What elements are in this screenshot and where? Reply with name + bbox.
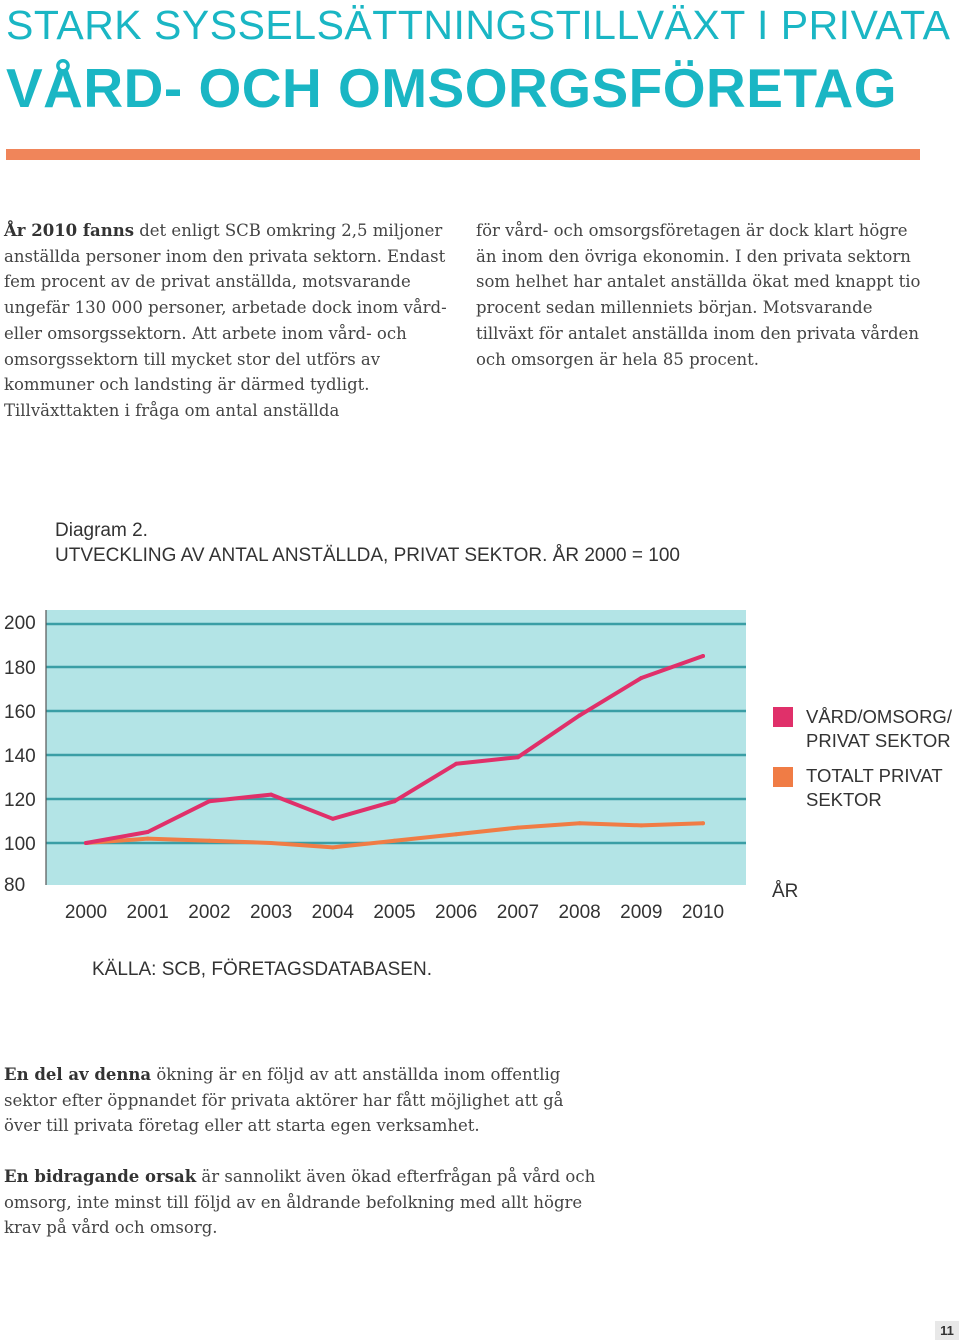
body-p2-text: är sannolikt även ökad efterfrågan på vå… [4,1167,596,1238]
series-point-vard-2000 [84,841,88,845]
series-point-totalt-2001 [145,836,150,841]
title-rule [6,149,920,160]
legend-label-totalt-line1: TOTALT PRIVAT [806,765,943,786]
legend-label-vard-line2: PRIVAT SEKTOR [806,730,951,751]
diagram-source: KÄLLA: SCB, FÖRETAGSDATABASEN. [92,959,432,980]
series-point-totalt-2005 [392,838,397,843]
diagram-title: UTVECKLING AV ANTAL ANSTÄLLDA, PRIVAT SE… [55,545,680,566]
intro-lead: År 2010 fanns [4,221,134,240]
page-title-line2: VÅRD- OCH OMSORGSFÖRETAG [6,57,897,119]
series-point-vard-2004 [330,816,335,821]
legend-label-vard-line1: VÅRD/OMSORG/ [806,706,952,727]
page-number: 11 [935,1321,959,1340]
intro-text-left: det enligt SCB omkring 2,5 miljoner anst… [4,221,447,420]
series-point-vard-2002 [207,799,212,804]
x-tick-label-2010: 2010 [682,902,724,923]
x-axis-unit: ÅR [772,881,799,902]
x-tick-label-2002: 2002 [188,902,230,923]
x-tick-label-2001: 2001 [127,902,169,923]
series-point-vard-2007 [515,755,520,760]
intro-column-left: År 2010 fanns det enligt SCB omkring 2,5… [4,218,448,424]
legend-swatch-totalt [773,767,793,787]
series-point-totalt-2002 [207,838,212,843]
x-tick-label-2009: 2009 [620,902,662,923]
series-point-totalt-2006 [454,832,459,837]
series-point-vard-2009 [639,676,644,680]
y-tick-label-120: 120 [4,790,36,811]
legend-swatch-vard [773,707,793,727]
body-p2-lead: En bidragande orsak [4,1167,197,1186]
y-tick-label-140: 140 [4,746,36,767]
diagram-heading: Diagram 2. UTVECKLING AV ANTAL ANSTÄLLDA… [55,518,680,568]
y-tick-label-100: 100 [4,834,36,855]
series-point-totalt-2009 [639,823,644,828]
x-tick-label-2008: 2008 [558,902,600,923]
page-title-line1: STARK SYSSELSÄTTNINGSTILLVÄXT I PRIVATA [6,2,951,48]
x-tick-label-2007: 2007 [497,902,539,923]
series-point-totalt-2004 [330,845,335,850]
series-point-vard-2003 [269,792,274,797]
body-paragraph-1: En del av denna ökning är en följd av at… [4,1062,604,1139]
series-point-totalt-2010 [701,821,705,826]
series-point-vard-2005 [392,799,397,804]
y-tick-label-80: 80 [4,875,25,896]
x-tick-label-2000: 2000 [65,902,107,923]
x-tick-label-2006: 2006 [435,902,477,923]
x-tick-label-2004: 2004 [312,902,355,923]
y-tick-label-180: 180 [4,658,36,679]
series-point-vard-2008 [577,713,582,718]
x-tick-label-2003: 2003 [250,902,292,923]
legend-label-totalt-line2: SEKTOR [806,789,882,810]
series-point-vard-2010 [701,654,705,658]
series-point-totalt-2007 [515,825,520,830]
intro-column-right: för vård- och omsorgsföretagen är dock k… [476,218,924,372]
intro-text-right: för vård- och omsorgsföretagen är dock k… [476,221,921,369]
body-p1-text: ökning är en följd av att anställda inom… [4,1065,564,1136]
body-p1-lead: En del av denna [4,1065,152,1084]
series-point-vard-2001 [145,830,150,834]
legend-label-totalt: TOTALT PRIVAT SEKTOR [806,764,960,812]
series-point-totalt-2008 [577,821,582,826]
y-tick-label-160: 160 [4,702,36,723]
series-point-vard-2006 [454,761,459,766]
diagram-label: Diagram 2. [55,520,148,541]
x-tick-label-2005: 2005 [373,902,415,923]
series-point-totalt-2003 [269,841,274,845]
body-paragraph-2: En bidragande orsak är sannolikt även ök… [4,1164,604,1241]
legend-label-vard: VÅRD/OMSORG/ PRIVAT SEKTOR [806,705,960,753]
y-tick-label-200: 200 [4,613,36,634]
